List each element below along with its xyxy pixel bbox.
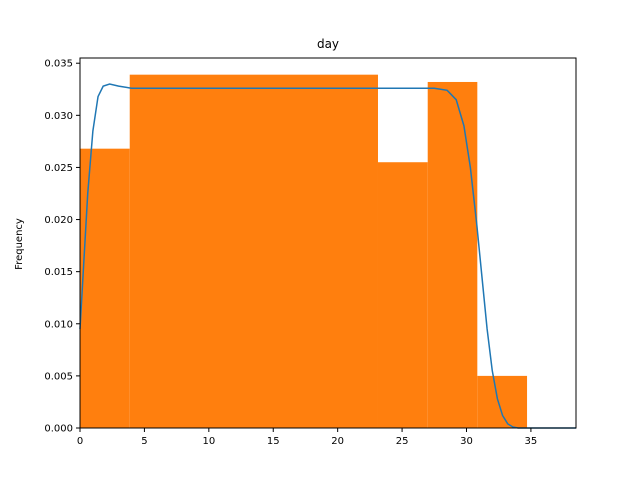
- y-tick-label-0: 0.000: [44, 424, 73, 435]
- y-tick-label-2: 0.010: [44, 319, 73, 330]
- x-tick-label-7: 35: [525, 436, 538, 447]
- y-axis-label: Frequency: [14, 218, 25, 270]
- y-tick-label-1: 0.005: [44, 371, 73, 382]
- histogram-bar-1: [129, 74, 378, 428]
- histogram-bar-3: [427, 81, 478, 428]
- y-tick-label-3: 0.015: [44, 267, 73, 278]
- density-line: [79, 83, 576, 429]
- x-tick-label-1: 5: [141, 436, 147, 447]
- x-tick-label-0: 0: [77, 436, 83, 447]
- histogram-bar-2: [377, 162, 428, 429]
- x-tick-label-2: 10: [202, 436, 215, 447]
- y-tick-label-7: 0.035: [44, 59, 73, 70]
- x-tick-label-3: 15: [267, 436, 280, 447]
- histogram-bars: [80, 74, 528, 429]
- y-tick-label-4: 0.020: [44, 215, 73, 226]
- x-axis-ticks: 0 5 10 15 20 25 30 35: [77, 428, 537, 447]
- histogram-bar-4: [477, 375, 528, 428]
- density-curve-group: [79, 83, 576, 429]
- plot-frame: [79, 57, 577, 429]
- y-tick-label-6: 0.030: [44, 111, 73, 122]
- y-tick-label-5: 0.025: [44, 163, 73, 174]
- x-tick-label-5: 25: [396, 436, 409, 447]
- x-tick-label-4: 20: [331, 436, 344, 447]
- chart-title: day: [317, 37, 339, 51]
- y-axis-ticks: 0.000 0.005 0.010 0.015 0.020 0.025 0.030 0.035: [44, 59, 80, 435]
- x-tick-label-6: 30: [460, 436, 473, 447]
